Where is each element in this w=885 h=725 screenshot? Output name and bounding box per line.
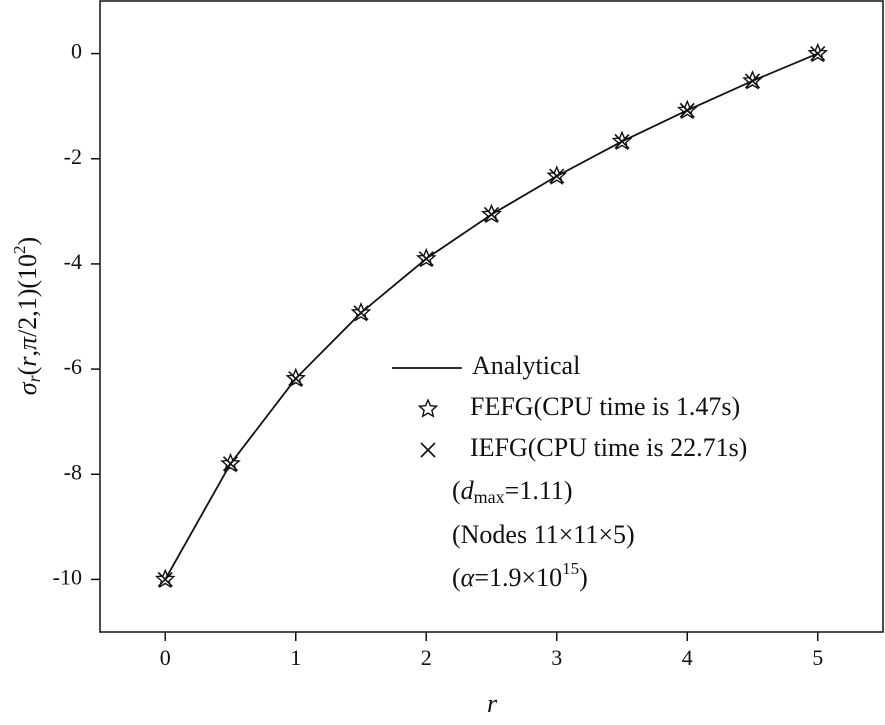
data-point — [415, 247, 437, 268]
data-point — [679, 102, 695, 118]
data-point — [350, 301, 372, 322]
annotation-part: ( — [452, 476, 461, 505]
x-axis-label: r — [487, 689, 498, 718]
y-tick-label: -2 — [64, 144, 82, 169]
data-point — [611, 130, 633, 151]
annotation: (dmax=1.11) — [452, 476, 573, 507]
data-point — [546, 165, 568, 185]
y-label-part: r — [24, 374, 44, 382]
y-tick-label: -6 — [64, 354, 82, 379]
data-point — [288, 370, 304, 387]
legend-label: Analytical — [472, 351, 580, 380]
y-tick-label: -10 — [53, 564, 82, 589]
legend-swatch — [417, 398, 439, 418]
data-point — [418, 251, 434, 267]
data-point — [807, 42, 829, 63]
x-tick-label: 4 — [682, 645, 693, 670]
data-point — [810, 46, 826, 62]
y-axis-label: σr(r,π/2,1)(102) — [10, 237, 44, 395]
x-tick-label: 5 — [812, 645, 823, 670]
y-tick-label: -4 — [64, 249, 82, 274]
data-point — [742, 70, 763, 90]
annotation: (Nodes 11×11×5) — [452, 520, 635, 549]
y-tick-label: -8 — [64, 459, 82, 484]
data-point — [744, 73, 761, 89]
y-label-part: /2,1)(10 — [13, 254, 42, 337]
legend-swatch — [420, 442, 436, 458]
y-label-part: r — [13, 356, 42, 367]
data-point — [285, 367, 307, 388]
annotation-part: max — [474, 487, 505, 507]
y-label-part: , — [13, 350, 42, 357]
data-point — [220, 452, 241, 473]
legend-label: FEFG(CPU time is 1.47s) — [470, 392, 740, 421]
data-point — [614, 133, 630, 149]
y-label-part: σ — [13, 381, 42, 395]
x-tick-label: 3 — [551, 645, 562, 670]
annotation-part: =1.9×10 — [474, 563, 562, 592]
x-tick-label: 2 — [421, 645, 432, 670]
annotation: (α=1.9×1015) — [452, 559, 588, 592]
data-point — [353, 305, 369, 321]
annotation-part: ) — [579, 563, 588, 592]
x-tick-label: 1 — [290, 645, 301, 670]
x-tick-label: 0 — [160, 645, 171, 670]
annotation-part: d — [461, 476, 475, 505]
data-point — [676, 99, 698, 120]
data-point — [549, 168, 565, 184]
y-label-part: π — [13, 336, 42, 350]
annotation-part: =1.11) — [505, 476, 573, 505]
y-label-part: ) — [13, 237, 42, 246]
annotation-part: α — [461, 563, 476, 592]
data-point — [481, 203, 502, 224]
data-point — [483, 206, 500, 223]
data-point — [154, 568, 176, 589]
y-tick-label: 0 — [71, 39, 82, 64]
y-label-part: ( — [13, 367, 42, 376]
annotation-part: 15 — [562, 559, 579, 578]
y-label-part: 2 — [10, 245, 29, 254]
data-point — [222, 456, 239, 472]
legend-label: IEFG(CPU time is 22.71s) — [470, 433, 747, 462]
plot-frame — [99, 0, 884, 633]
annotation-part: ( — [452, 563, 461, 592]
data-point — [157, 571, 173, 587]
